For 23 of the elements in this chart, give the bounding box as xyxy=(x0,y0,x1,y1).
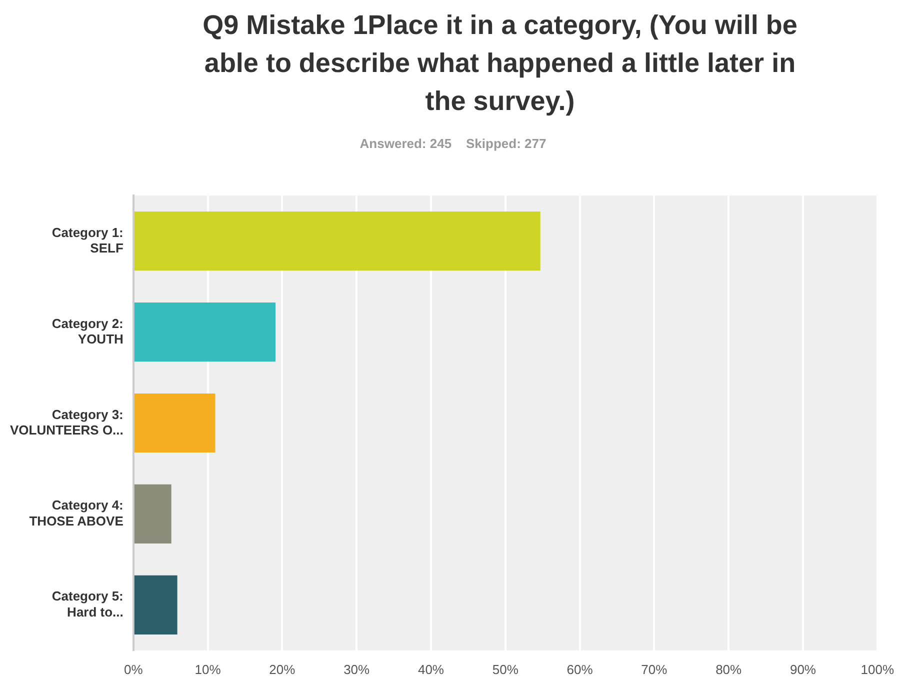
chart-title: Q9 Mistake 1Place it in a category, (You will be able to describe what happened a little later in the survey.) xyxy=(202,9,798,118)
x-tick-label: 30% xyxy=(344,662,370,677)
bar xyxy=(134,302,276,362)
x-tick-label: 60% xyxy=(566,662,594,677)
chart-subtitle: Answered: 245 Skipped: 277 xyxy=(358,136,548,151)
bar xyxy=(134,212,540,271)
y-tick-label: Category 2: YOUTH xyxy=(52,316,124,346)
x-tick-label: 10% xyxy=(194,662,222,677)
x-tick-label: 100% xyxy=(860,662,894,677)
x-tick-label: 40% xyxy=(418,662,444,677)
x-tick-label: 20% xyxy=(269,662,296,677)
y-tick-label: Category 4: THOSE ABOVE xyxy=(29,498,124,528)
y-tick-label: Category 1: SELF xyxy=(52,224,124,256)
bar xyxy=(134,393,216,453)
x-tick-label: 70% xyxy=(641,662,668,677)
y-tick-label: Category 5: Hard to... xyxy=(52,588,124,620)
x-tick-label: 90% xyxy=(790,662,816,677)
y-tick-label: Category 3: VOLUNTEERS O... xyxy=(10,406,124,438)
bar xyxy=(134,575,178,634)
x-tick-label: 50% xyxy=(492,662,519,677)
x-tick-label: 0% xyxy=(124,662,144,677)
x-tick-label: 80% xyxy=(716,662,742,677)
bar xyxy=(134,484,172,544)
